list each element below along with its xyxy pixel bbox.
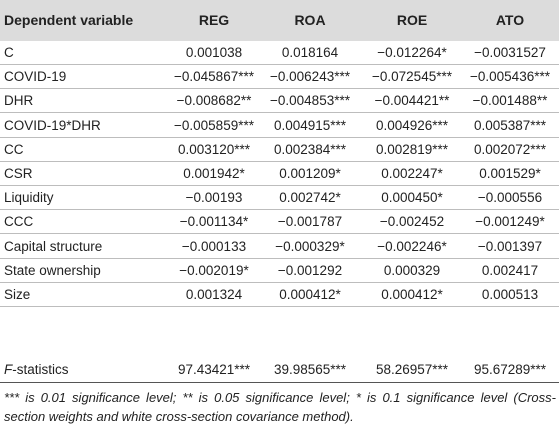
row-label: Capital structure	[4, 238, 103, 254]
cell-ato: −0.000556	[477, 190, 543, 206]
cell-roe: 0.000450*	[381, 190, 443, 206]
cell-reg: −0.005859***	[174, 117, 254, 133]
cell-reg: −0.00193	[185, 190, 243, 206]
table-row: CCC −0.001134* −0.001787 −0.002452 −0.001249…	[0, 210, 559, 235]
cell-roa: 0.002742*	[279, 190, 341, 206]
table-row: Capital structure −0.000133 −0.000329* −0.0…	[0, 235, 559, 259]
cell-roa: 0.000412*	[279, 287, 341, 302]
table-header: Dependent variable REG ROA ROE ATO	[0, 0, 559, 41]
row-label: F-statistics	[4, 358, 69, 382]
cell-roa: −0.001292	[277, 262, 343, 278]
cell-reg: −0.045867***	[174, 69, 254, 85]
table-row: Size 0.001324 0.000412* 0.000412* 0.000513	[0, 283, 559, 307]
cell-roa: 0.018164	[281, 45, 339, 60]
cell-reg: −0.002019*	[179, 262, 249, 278]
cell-reg: 0.001324	[185, 287, 243, 302]
cell-ato: −0.001397	[477, 238, 543, 254]
row-divider	[0, 64, 559, 65]
cell-ato: 0.002417	[481, 262, 539, 278]
table-row-f-statistics: F-statistics 97.43421*** 39.98565*** 58.…	[0, 358, 559, 382]
table-row: CSR 0.001942* 0.001209* 0.002247* 0.001529*	[0, 162, 559, 186]
table-row: CC 0.003120*** 0.002384*** 0.002819*** 0.002…	[0, 138, 559, 162]
cell-roe: −0.072545***	[372, 69, 452, 85]
cell-reg: 0.003120***	[177, 141, 251, 157]
cell-roa: −0.006243***	[270, 69, 350, 85]
cell-roe: 0.002819***	[375, 141, 449, 157]
cell-roa: 0.004915***	[273, 117, 347, 133]
cell-ato: −0.0031527	[474, 45, 546, 60]
row-label: Liquidity	[4, 190, 54, 206]
header-ato: ATO	[495, 12, 525, 28]
cell-ato: 0.001529*	[479, 166, 541, 181]
cell-ato: 0.005387***	[473, 117, 547, 133]
cell-reg: −0.001134*	[179, 214, 249, 230]
table-bottom-rule	[0, 382, 559, 383]
f-letter: F	[4, 362, 13, 377]
cell-reg: 0.001942*	[183, 166, 245, 181]
f-roe-value: 58.26957***	[375, 362, 449, 377]
table-row: COVID-19*DHR −0.005859*** 0.004915*** 0.004…	[0, 114, 559, 138]
cell-roa: −0.001787	[277, 214, 343, 230]
header-dependent-variable: Dependent variable	[4, 12, 134, 28]
row-divider	[0, 306, 559, 307]
f-reg-value: 97.43421***	[177, 362, 251, 377]
row-label: CSR	[4, 166, 33, 181]
cell-ato: −0.005436***	[470, 69, 550, 85]
f-label-rest: -statistics	[12, 362, 69, 377]
cell-roa: 0.002384***	[273, 141, 347, 157]
cell-reg: −0.008682**	[176, 93, 252, 109]
cell-ato: −0.001488**	[472, 93, 548, 109]
row-label: Size	[4, 287, 31, 302]
row-divider	[0, 281, 559, 283]
cell-roe: 0.000329	[383, 262, 441, 278]
cell-roe: 0.004926***	[375, 117, 449, 133]
table-row: C 0.001038 0.018164 −0.012264* −0.0031527	[0, 41, 559, 65]
row-divider	[0, 209, 559, 211]
row-label: State ownership	[4, 262, 101, 278]
row-divider	[0, 160, 559, 162]
table-row: State ownership −0.002019* −0.001292 0.0003…	[0, 259, 559, 283]
cell-roa: −0.000329*	[275, 238, 345, 254]
table-footnote: *** is 0.01 significance level; ** is 0.…	[4, 390, 556, 424]
header-roe: ROE	[396, 12, 428, 28]
cell-roa: −0.004853***	[270, 93, 350, 109]
table-row: Liquidity −0.00193 0.002742* 0.000450* −0.00…	[0, 186, 559, 211]
cell-reg: 0.001038	[185, 45, 243, 60]
row-divider	[0, 88, 559, 90]
cell-ato: 0.000513	[481, 287, 539, 302]
table-row: COVID-19 −0.045867*** −0.006243*** −0.07254…	[0, 65, 559, 90]
row-label: COVID-19*DHR	[4, 117, 101, 133]
header-roa: ROA	[294, 12, 326, 28]
table-row: DHR −0.008682** −0.004853*** −0.004421** −0.…	[0, 89, 559, 114]
row-label: CCC	[4, 214, 34, 230]
header-reg: REG	[198, 12, 230, 28]
cell-ato: 0.002072***	[473, 141, 547, 157]
row-label: DHR	[4, 93, 34, 109]
row-divider	[0, 112, 559, 114]
row-label: C	[4, 45, 14, 60]
f-ato-value: 95.67289***	[473, 362, 547, 377]
cell-roe: 0.000412*	[381, 287, 443, 302]
row-label: CC	[4, 141, 24, 157]
f-roa-value: 39.98565***	[273, 362, 347, 377]
row-divider	[0, 136, 559, 138]
cell-roe: −0.002246*	[377, 238, 447, 254]
row-divider	[0, 257, 559, 259]
cell-roe: 0.002247*	[381, 166, 443, 181]
row-divider	[0, 233, 559, 235]
cell-roe: −0.012264*	[377, 45, 447, 60]
cell-ato: −0.001249*	[475, 214, 545, 230]
cell-roe: −0.004421**	[374, 93, 450, 109]
row-label: COVID-19	[4, 69, 67, 85]
cell-reg: −0.000133	[181, 238, 247, 254]
cell-roe: −0.002452	[379, 214, 445, 230]
row-divider	[0, 185, 559, 186]
cell-roa: 0.001209*	[279, 166, 341, 181]
